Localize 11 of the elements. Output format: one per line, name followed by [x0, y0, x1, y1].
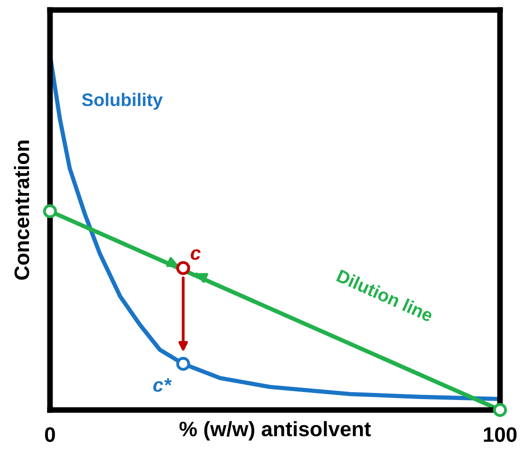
point: [493, 403, 507, 417]
point: [176, 261, 190, 275]
point: [176, 356, 190, 371]
series-label: Solubility: [82, 92, 163, 110]
x-tick-label: 0: [45, 427, 55, 442]
annotation: c*: [153, 378, 172, 392]
y-axis-title: Concentration: [14, 140, 30, 280]
x-tick-label: 100: [484, 427, 517, 442]
x-axis-title: % (w/w) antisolvent: [179, 421, 371, 441]
point: [43, 204, 57, 218]
annotation: c: [190, 249, 201, 260]
